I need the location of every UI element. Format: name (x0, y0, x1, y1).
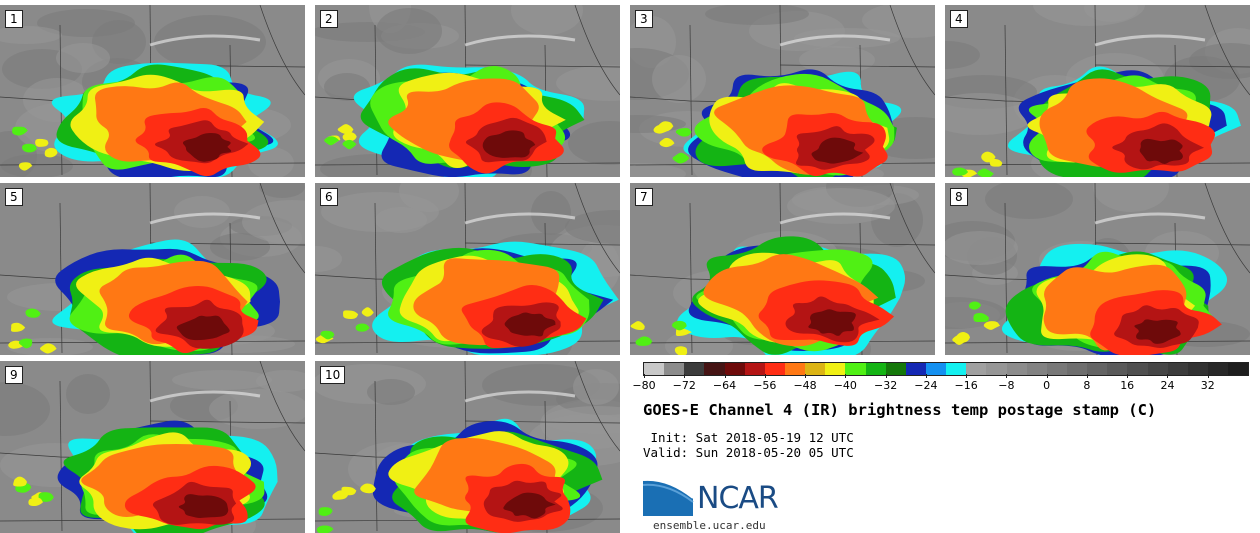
colorbar-segment (1228, 363, 1249, 375)
colorbar-tick-label: −40 (833, 379, 857, 392)
colorbar-tick-label: −48 (793, 379, 817, 392)
colorbar-segment (1207, 363, 1229, 375)
website-url: ensemble.ucar.edu (653, 519, 766, 532)
panel-number: 7 (635, 188, 653, 206)
colorbar-tick-label: −24 (914, 379, 938, 392)
map-panel-7: 7 (630, 183, 935, 355)
satellite-map (0, 5, 305, 177)
map-panel-3: 3 (630, 5, 935, 177)
colorbar-tick (925, 374, 927, 378)
map-panel-10: 10 (315, 361, 620, 533)
colorbar-segment (986, 363, 1007, 375)
panel-number: 10 (320, 366, 346, 384)
panel-number: 3 (635, 10, 653, 28)
valid-time: Valid: Sun 2018-05-20 05 UTC (643, 445, 854, 460)
figure-title: GOES-E Channel 4 (IR) brightness temp po… (643, 401, 1157, 419)
colorbar-segment (1127, 363, 1148, 375)
colorbar-segment (1107, 363, 1128, 375)
satellite-map (0, 361, 305, 533)
colorbar-tick-label: −8 (998, 379, 1015, 392)
map-panel-9: 9 (0, 361, 305, 533)
satellite-map (945, 183, 1250, 355)
colorbar-segment (684, 363, 705, 375)
panel-number: 8 (950, 188, 968, 206)
satellite-map (630, 183, 935, 355)
colorbar-segment (644, 363, 665, 375)
panel-number: 6 (320, 188, 338, 206)
satellite-map (0, 183, 305, 355)
ncar-logo-text: NCAR (697, 481, 779, 516)
colorbar-segment (1087, 363, 1108, 375)
colorbar-tick (1086, 374, 1088, 378)
colorbar-tick-label: 0 (1043, 379, 1051, 392)
colorbar-segment (885, 363, 906, 375)
colorbar-segment (1026, 363, 1047, 375)
colorbar (643, 362, 1249, 376)
colorbar-segment (865, 363, 886, 375)
map-panel-8: 8 (945, 183, 1250, 355)
colorbar-tick-label: 8 (1083, 379, 1091, 392)
colorbar-segment (1167, 363, 1188, 375)
colorbar-tick (805, 374, 807, 378)
colorbar-tick-label: −16 (954, 379, 978, 392)
colorbar-tick (1127, 374, 1129, 378)
colorbar-segment (805, 363, 826, 375)
colorbar-segment (704, 363, 725, 375)
map-panel-5: 5 (0, 183, 305, 355)
map-panel-1: 1 (0, 5, 305, 177)
colorbar-tick (644, 374, 645, 378)
panel-number: 4 (950, 10, 968, 28)
colorbar-segment (925, 363, 947, 375)
satellite-map (945, 5, 1250, 177)
colorbar-tick (724, 374, 726, 378)
colorbar-segment (784, 363, 806, 375)
satellite-map (630, 5, 935, 177)
colorbar-segment (744, 363, 765, 375)
colorbar-ticks: −80 −72 −64 −56 −48 −40 −32 −24 −16 −8 0 8 16 24 32 (632, 374, 1249, 394)
satellite-map (315, 5, 620, 177)
colorbar-segment (845, 363, 866, 375)
panel-number: 2 (320, 10, 338, 28)
colorbar-segment (764, 363, 785, 375)
map-panel-2: 2 (315, 5, 620, 177)
panel-number: 1 (5, 10, 23, 28)
colorbar-segment (825, 363, 846, 375)
colorbar-segment (664, 363, 685, 375)
colorbar-tick-label: 32 (1200, 379, 1215, 392)
colorbar-segment (966, 363, 987, 375)
colorbar-tick-label: −64 (712, 379, 737, 392)
panel-number: 5 (5, 188, 23, 206)
colorbar-tick-label: −56 (753, 379, 777, 392)
colorbar-tick-label: 24 (1160, 379, 1175, 392)
colorbar-tick (764, 374, 766, 378)
colorbar-tick (684, 374, 686, 378)
colorbar-segment (724, 363, 745, 375)
colorbar-tick (1046, 374, 1048, 378)
colorbar-tick (885, 374, 887, 378)
init-time: Init: Sat 2018-05-19 12 UTC (643, 430, 854, 445)
colorbar-tick-label: −80 (632, 379, 656, 392)
map-panel-4: 4 (945, 5, 1250, 177)
colorbar-tick (1006, 374, 1008, 378)
colorbar-tick-label: −72 (672, 379, 696, 392)
satellite-map (315, 183, 620, 355)
colorbar-tick-label: 16 (1120, 379, 1135, 392)
colorbar-segment (905, 363, 926, 375)
colorbar-segment (946, 363, 967, 375)
colorbar-segment (1147, 363, 1168, 375)
colorbar-tick (1167, 374, 1169, 378)
colorbar-segment (1066, 363, 1088, 375)
map-panel-6: 6 (315, 183, 620, 355)
colorbar-segment (1187, 363, 1208, 375)
colorbar-segment (1006, 363, 1027, 375)
colorbar-tick (845, 374, 847, 378)
colorbar-tick (1207, 374, 1209, 378)
ncar-logo-icon (643, 478, 694, 516)
colorbar-segment (1046, 363, 1067, 375)
panel-number: 9 (5, 366, 23, 384)
colorbar-tick-label: −32 (873, 379, 898, 392)
satellite-map (315, 361, 620, 533)
colorbar-tick (966, 374, 968, 378)
